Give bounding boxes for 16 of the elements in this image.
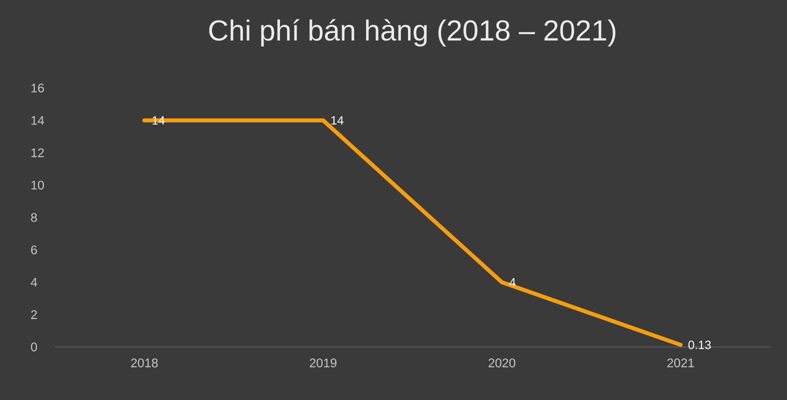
x-tick-label: 2020	[488, 358, 516, 368]
y-tick-label: 12	[31, 148, 44, 158]
x-tick-label: 2021	[667, 358, 694, 368]
x-tick-label: 2018	[131, 358, 158, 368]
y-tick-label: 10	[31, 180, 44, 190]
data-label: 14	[331, 116, 344, 124]
y-tick-label: 14	[31, 116, 44, 125]
chart-title: Chi phí bán hàng (2018 – 2021)	[209, 19, 616, 46]
data-label: 0.13	[688, 340, 711, 350]
x-tick-label: 2019	[310, 358, 336, 368]
y-tick-label: 0	[31, 342, 37, 352]
y-tick-label: 4	[30, 278, 38, 287]
y-tick-label: 8	[31, 213, 37, 222]
y-tick-label: 16	[31, 84, 44, 92]
y-tick-label: 2	[31, 310, 37, 319]
y-tick-label: 6	[31, 245, 37, 254]
